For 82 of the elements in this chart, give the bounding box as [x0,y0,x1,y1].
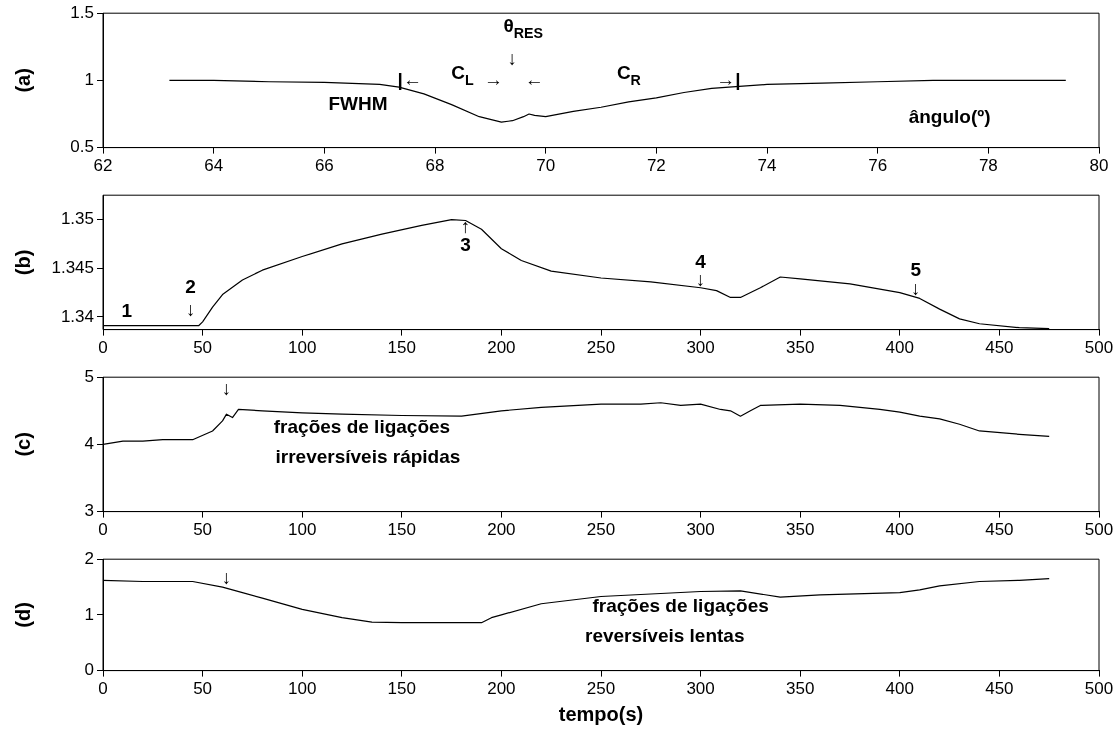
x-tick-label: 500 [1084,679,1114,699]
x-tick-label: 350 [786,520,815,540]
x-tick-label: 500 [1084,520,1114,540]
x-tick-label: 350 [786,338,815,358]
x-tick-label: 200 [487,679,516,699]
x-tick-label: 80 [1089,156,1109,176]
x-tick-label: 72 [646,156,666,176]
x-tick-label: 68 [425,156,445,176]
x-tick-label: 74 [757,156,777,176]
y-tick-label: 1.5 [70,2,94,22]
x-tick-label: 66 [314,156,334,176]
x-tick-label: 100 [288,338,317,358]
y-tick-label: 1 [84,604,94,624]
x-tick-label: 62 [93,156,113,176]
annotation: 1 [121,300,133,322]
y-axis-title: (b) [11,249,34,276]
x-tick-label: 100 [288,679,317,699]
x-tick-label: 150 [387,679,416,699]
x-tick-label: 0 [98,338,108,358]
x-tick-label: 50 [193,338,213,358]
annotation: irreversíveis rápidas [275,446,461,468]
annotation: ↓ [910,278,921,300]
x-tick-label: 70 [536,156,556,176]
x-tick-label: 450 [985,338,1014,358]
y-axis-title: (c) [11,432,34,457]
annotation: →| [716,68,741,90]
y-tick-label: 0 [84,660,94,680]
annotation: 5 [910,259,922,281]
x-tick-label: 100 [288,520,317,540]
x-tick-label: 450 [985,520,1014,540]
x-tick-label: 0 [98,520,108,540]
x-tick-label: 250 [586,338,616,358]
annotation: 2 [185,276,196,298]
y-tick-label: 1.34 [60,306,94,326]
annotation: reversíveis lentas [584,625,745,647]
x-tick-label: 50 [193,679,213,699]
x-tick-label: 200 [487,520,516,540]
y-tick-label: 2 [84,548,94,568]
annotation: ↓ [221,377,232,399]
y-tick-label: 1.35 [60,209,94,229]
annotation: FWHM [328,92,388,114]
annotation: ↓ [221,566,232,588]
annotation: |← [397,68,422,90]
annotation: ângulo(º) [908,106,991,128]
x-tick-label: 450 [985,679,1014,699]
x-tick-label: 150 [387,520,416,540]
annotation: ↓ [507,48,518,70]
x-tick-label: 400 [885,679,914,699]
x-tick-label: 400 [885,338,914,358]
y-tick-label: 5 [84,366,94,386]
annotation: → [483,68,503,90]
x-tick-label: 500 [1084,338,1114,358]
x-tick-label: 300 [686,338,715,358]
x-tick-label: 78 [978,156,998,176]
x-tick-label: 350 [786,679,815,699]
annotation: ↓ [185,299,196,321]
annotation: 4 [695,250,707,272]
y-tick-label: 3 [84,501,94,521]
annotation: 3 [460,234,471,256]
x-tick-label: 300 [686,679,715,699]
annotation: ↑ [460,215,471,237]
x-tick-label: 300 [686,520,715,540]
y-tick-label: 4 [84,434,94,454]
x-tick-label: 250 [586,679,616,699]
y-axis-title: (a) [11,68,34,93]
annotation: ↓ [695,269,706,291]
x-tick-label: 400 [885,520,914,540]
x-tick-label: 250 [586,520,616,540]
y-tick-label: 1.345 [51,257,94,277]
x-tick-label: 150 [387,338,416,358]
x-axis-title: tempo(s) [558,702,644,725]
annotation: frações de ligações [592,594,769,616]
y-tick-label: 1 [84,70,94,90]
annotation: frações de ligações [273,415,451,437]
x-tick-label: 0 [98,679,108,699]
x-tick-label: 200 [487,338,516,358]
y-tick-label: 0.5 [70,137,94,157]
x-tick-label: 50 [193,520,213,540]
y-axis-title: (d) [11,602,34,628]
annotation: ← [524,68,544,90]
x-tick-label: 64 [204,156,224,176]
x-tick-label: 76 [868,156,888,176]
